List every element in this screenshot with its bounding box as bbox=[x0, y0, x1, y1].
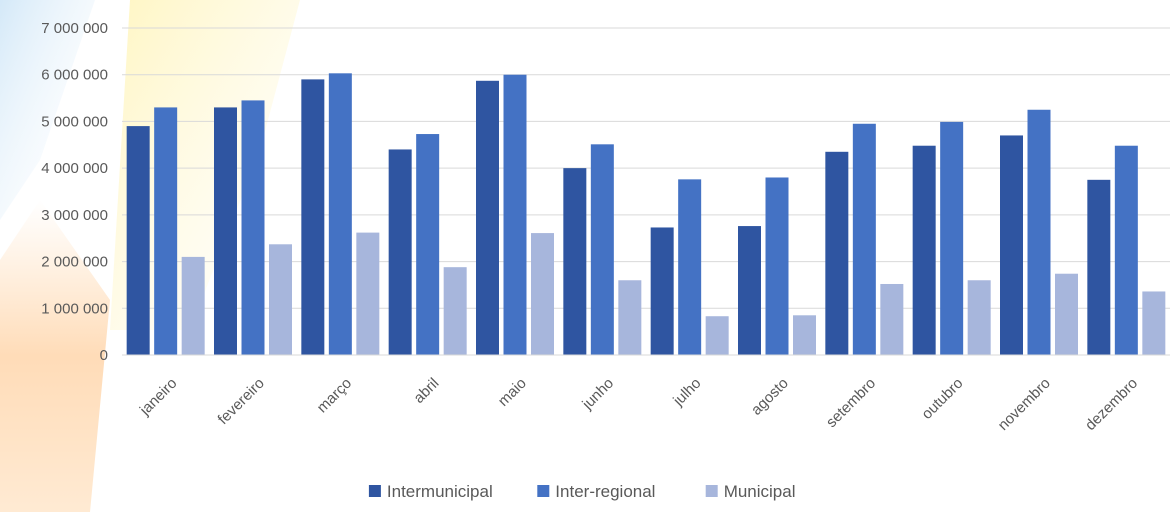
bar-intermunicipal-5 bbox=[563, 168, 587, 355]
bar-intermunicipal-0 bbox=[126, 126, 150, 355]
legend-label: Intermunicipal bbox=[387, 482, 493, 501]
legend-label: Inter-regional bbox=[555, 482, 655, 501]
bar-municipal-11 bbox=[1142, 291, 1166, 355]
x-axis-category-labels: janeiro fevereiro março abril maio junho julho… bbox=[136, 375, 1141, 434]
y-tick-label: 2 000 000 bbox=[41, 254, 108, 271]
gridlines bbox=[122, 27, 1170, 309]
bar-municipal-6 bbox=[705, 316, 729, 355]
bar-municipal-4 bbox=[531, 233, 554, 355]
x-category-label: fevereiro bbox=[215, 375, 268, 428]
bg-blue-shape bbox=[0, 0, 95, 220]
bar-municipal-2 bbox=[356, 232, 380, 355]
bar-intermunicipal-3 bbox=[388, 149, 412, 355]
legend-swatch bbox=[537, 485, 550, 497]
bar-inter-regional-6 bbox=[678, 179, 702, 355]
bar-intermunicipal-7 bbox=[738, 226, 761, 355]
bar-intermunicipal-2 bbox=[301, 79, 325, 355]
bg-orange-shape bbox=[0, 200, 110, 512]
bar-inter-regional-10 bbox=[1027, 109, 1051, 355]
y-tick-label: 0 bbox=[100, 347, 108, 364]
x-category-label: outubro bbox=[919, 375, 967, 423]
legend-swatch bbox=[368, 485, 381, 497]
bar-municipal-1 bbox=[269, 244, 292, 355]
bar-intermunicipal-1 bbox=[214, 107, 237, 356]
bar-inter-regional-4 bbox=[503, 74, 527, 355]
x-category-label: maio bbox=[495, 375, 530, 410]
bar-municipal-5 bbox=[618, 280, 642, 355]
x-category-label: dezembro bbox=[1082, 375, 1141, 434]
bar-inter-regional-3 bbox=[416, 134, 440, 355]
bar-municipal-3 bbox=[443, 267, 467, 355]
bar-municipal-0 bbox=[181, 256, 205, 355]
bar-inter-regional-1 bbox=[241, 100, 265, 356]
bar-inter-regional-0 bbox=[154, 107, 178, 356]
y-tick-label: 1 000 000 bbox=[41, 300, 108, 317]
bar-municipal-10 bbox=[1055, 273, 1078, 355]
legend-label: Municipal bbox=[724, 482, 796, 501]
x-category-label: novembro bbox=[995, 375, 1054, 434]
bar-inter-regional-5 bbox=[590, 144, 614, 355]
y-axis-tick-labels: 0 1 000 000 2 000 000 3 000 000 4 000 000 5 0… bbox=[41, 20, 108, 364]
legend-swatch bbox=[705, 485, 718, 497]
bar-inter-regional-11 bbox=[1114, 145, 1138, 355]
bar-intermunicipal-8 bbox=[825, 151, 849, 355]
bar-intermunicipal-10 bbox=[1000, 135, 1023, 355]
bar-intermunicipal-6 bbox=[650, 227, 674, 355]
bar-municipal-7 bbox=[793, 315, 816, 355]
y-tick-label: 6 000 000 bbox=[41, 67, 108, 84]
y-tick-label: 5 000 000 bbox=[41, 113, 108, 130]
bar-intermunicipal-4 bbox=[476, 80, 499, 355]
bar-inter-regional-2 bbox=[328, 73, 352, 355]
bar-inter-regional-9 bbox=[940, 121, 964, 355]
y-tick-label: 4 000 000 bbox=[41, 160, 108, 177]
bar-intermunicipal-11 bbox=[1087, 179, 1111, 355]
x-category-label: abril bbox=[410, 375, 442, 407]
bars bbox=[126, 73, 1166, 356]
bar-intermunicipal-9 bbox=[912, 145, 936, 355]
bar-municipal-9 bbox=[967, 280, 991, 355]
legend: Intermunicipal Inter-regional Municipal bbox=[368, 482, 796, 501]
y-tick-label: 7 000 000 bbox=[41, 20, 108, 37]
x-category-label: junho bbox=[578, 375, 617, 414]
y-tick-label: 3 000 000 bbox=[41, 207, 108, 224]
x-category-label: agosto bbox=[748, 375, 792, 419]
bar-inter-regional-8 bbox=[852, 123, 876, 355]
x-category-label: julho bbox=[669, 375, 704, 410]
x-category-label: março bbox=[314, 375, 355, 416]
x-category-label: setembro bbox=[823, 375, 879, 431]
bar-municipal-8 bbox=[880, 283, 904, 355]
x-category-label: janeiro bbox=[136, 375, 181, 420]
bar-inter-regional-7 bbox=[765, 177, 789, 355]
